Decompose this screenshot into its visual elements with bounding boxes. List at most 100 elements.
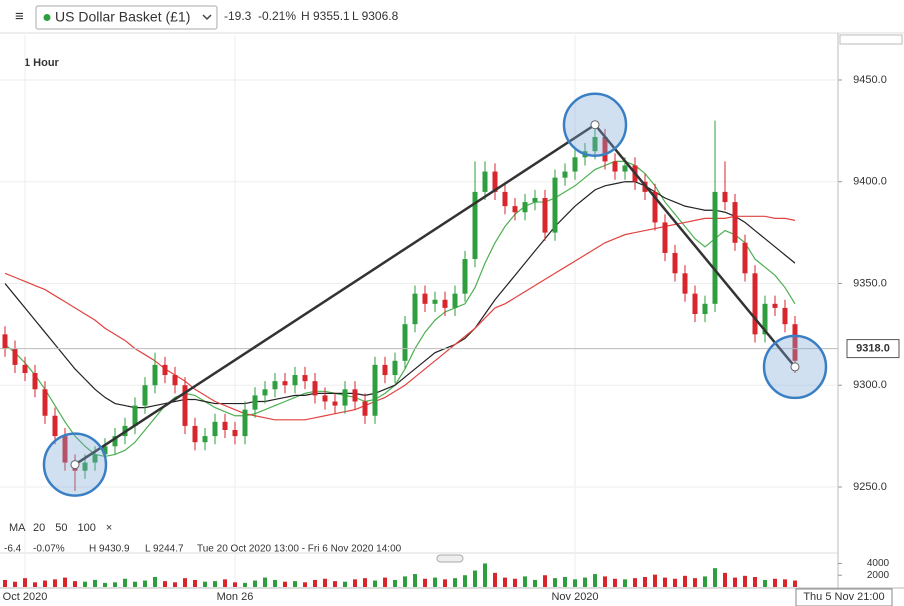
candle-body bbox=[492, 171, 498, 192]
volume-bar bbox=[653, 574, 657, 587]
candle-body bbox=[162, 364, 168, 376]
volume-bar bbox=[103, 582, 107, 587]
header-change-pct: -0.21% bbox=[258, 9, 296, 23]
instrument-select[interactable] bbox=[35, 5, 218, 30]
candle-body bbox=[432, 299, 438, 304]
candle-body bbox=[332, 401, 338, 406]
volume-bar bbox=[733, 577, 737, 587]
volume-bar bbox=[273, 579, 277, 587]
candle-body bbox=[232, 429, 238, 437]
candle-body bbox=[172, 375, 178, 386]
volume-bar bbox=[53, 579, 57, 587]
candle-body bbox=[552, 177, 558, 233]
volume-bar bbox=[423, 578, 427, 587]
candle-body bbox=[772, 303, 778, 308]
instrument-name: US Dollar Basket (£1) bbox=[55, 9, 190, 25]
volume-bar bbox=[73, 581, 77, 587]
volume-bar bbox=[673, 578, 677, 587]
volume-bar bbox=[613, 578, 617, 587]
candle-body bbox=[452, 293, 458, 308]
volume-bar bbox=[753, 577, 757, 587]
legend-entry[interactable]: 50 bbox=[55, 522, 67, 534]
candle-body bbox=[502, 191, 508, 207]
candle-body bbox=[342, 389, 348, 406]
volume-bar bbox=[153, 577, 157, 587]
volume-bar bbox=[13, 581, 17, 587]
trendline-handle[interactable] bbox=[590, 120, 600, 130]
volume-bar bbox=[213, 581, 217, 587]
info-high: H 9430.9 bbox=[89, 544, 130, 555]
volume-bar bbox=[183, 578, 187, 587]
candle-body bbox=[32, 373, 38, 390]
legend-entry[interactable]: 20 bbox=[33, 522, 45, 534]
candle-body bbox=[442, 299, 448, 308]
last-price-tag bbox=[846, 339, 900, 359]
volume-bar bbox=[593, 574, 597, 587]
candle-body bbox=[322, 395, 328, 402]
volume-bar bbox=[573, 579, 577, 587]
candle-body bbox=[672, 252, 678, 274]
header-change: -19.3 bbox=[224, 9, 252, 23]
volume-bar bbox=[533, 579, 537, 587]
volume-bar bbox=[373, 580, 377, 587]
candle-body bbox=[762, 303, 768, 335]
interval-label: 1 Hour bbox=[24, 57, 60, 69]
moving-average-line bbox=[4, 215, 796, 421]
y-tick-label: 9450.0 bbox=[853, 74, 887, 86]
volume-bar bbox=[313, 579, 317, 587]
candle-body bbox=[12, 348, 18, 365]
legend-close[interactable]: × bbox=[106, 522, 112, 534]
candle-body bbox=[242, 409, 248, 437]
annotations bbox=[0, 92, 838, 497]
volume-bar bbox=[743, 575, 747, 587]
volume-bar bbox=[123, 578, 127, 587]
candle-body bbox=[752, 273, 758, 335]
volume-bar bbox=[253, 580, 257, 587]
volume-bar bbox=[543, 575, 547, 587]
crosshair-time: Thu 5 Nov 21:00 bbox=[803, 591, 884, 603]
candle-body bbox=[472, 191, 478, 260]
volume-bar bbox=[453, 578, 457, 587]
last-price-label: 9318.0 bbox=[856, 343, 890, 355]
menu-icon[interactable]: ≡ bbox=[15, 8, 24, 25]
y-tick-label: 9300.0 bbox=[853, 379, 887, 391]
info-change-pct: -0.07% bbox=[33, 544, 65, 555]
y-tick-label: 9250.0 bbox=[853, 481, 887, 493]
volume-bar bbox=[693, 578, 697, 587]
moving-average-line bbox=[4, 160, 796, 458]
candle-body bbox=[62, 436, 68, 463]
volume-bar bbox=[63, 577, 67, 587]
candle-body bbox=[272, 381, 278, 390]
volume-bar bbox=[243, 582, 247, 587]
candle-body bbox=[392, 360, 398, 376]
candle-body bbox=[532, 198, 538, 203]
candle-body bbox=[602, 136, 608, 162]
legend-entry[interactable]: 100 bbox=[78, 522, 96, 534]
volume-bar bbox=[553, 578, 557, 587]
volume-bar bbox=[403, 576, 407, 587]
header-low: L 9306.8 bbox=[352, 9, 399, 23]
volume-bar bbox=[473, 570, 477, 587]
volume-bar bbox=[333, 581, 337, 587]
volume-tick-label: 4000 bbox=[867, 558, 890, 569]
trendline-handle[interactable] bbox=[70, 460, 80, 470]
volume-bar bbox=[503, 577, 507, 587]
volume-bar bbox=[603, 576, 607, 587]
volume-bar bbox=[683, 575, 687, 587]
pane-resizer[interactable] bbox=[436, 554, 464, 563]
volume-bar bbox=[483, 563, 487, 587]
info-range: Tue 20 Oct 2020 13:00 - Fri 6 Nov 2020 1… bbox=[197, 544, 402, 555]
candle-body bbox=[152, 364, 158, 386]
candle-body bbox=[362, 401, 368, 416]
axes: 9250.0 9300.0 9350.0 9400.0 9450.0 Oct 2020 Mo… bbox=[3, 74, 900, 603]
candle-body bbox=[292, 375, 298, 386]
candle-body bbox=[512, 206, 518, 213]
volume-bar bbox=[363, 578, 367, 587]
volume-bar bbox=[763, 579, 767, 587]
volume-bar bbox=[43, 580, 47, 587]
volume-bar bbox=[33, 582, 37, 587]
trendline-handle[interactable] bbox=[790, 362, 800, 372]
candle-body bbox=[92, 454, 98, 463]
candle-body bbox=[742, 242, 748, 274]
volume-bar bbox=[713, 568, 717, 587]
